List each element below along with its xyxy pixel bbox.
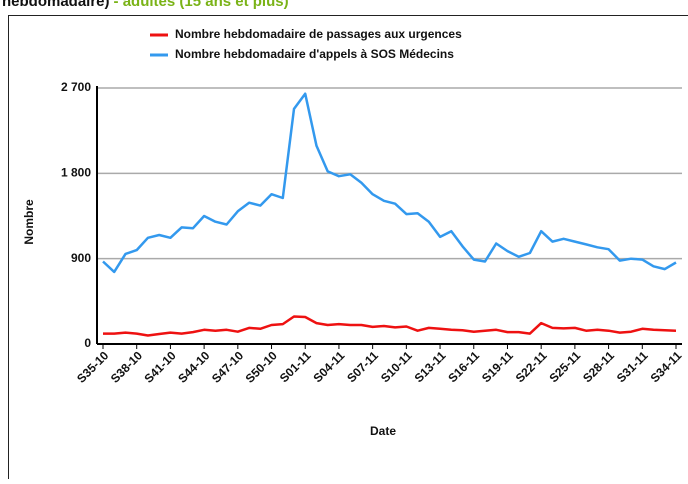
x-tick-label: S04-11	[311, 348, 348, 385]
x-tick-label: S13-11	[412, 348, 449, 385]
title-part: hebdomadaire)	[2, 0, 110, 10]
x-tick-label: S44-10	[175, 348, 212, 385]
x-tick-label: S38-10	[108, 348, 145, 385]
x-tick-label: S01-11	[277, 348, 314, 385]
y-tick-label: 2 700	[61, 80, 91, 94]
y-axis-label: Nombre	[22, 199, 36, 245]
x-tick-label: S41-10	[142, 348, 179, 385]
x-tick-label: S16-11	[445, 348, 482, 385]
x-axis-label: Date	[370, 424, 396, 438]
series-line	[103, 317, 676, 336]
x-tick-label: S35-10	[74, 348, 111, 385]
legend-label: Nombre hebdomadaire d'appels à SOS Médec…	[175, 47, 454, 61]
x-tick-label: S10-11	[378, 348, 415, 385]
y-tick-label: 900	[71, 251, 91, 265]
x-tick-label: S47-10	[209, 348, 246, 385]
x-tick-label: S50-10	[243, 348, 280, 385]
x-tick-label: S22-11	[513, 348, 550, 385]
x-tick-label: S28-11	[580, 348, 617, 385]
chart-title: hebdomadaire) - adultes (15 ans et plus)	[2, 0, 289, 10]
x-tick-label: S19-11	[479, 348, 516, 385]
x-tick-label: S31-11	[614, 348, 651, 385]
x-tick-label: S25-11	[546, 348, 583, 385]
y-tick-label: 1 800	[61, 166, 91, 180]
frame	[9, 16, 688, 480]
x-tick-label: S34-11	[648, 348, 685, 385]
series-line	[103, 94, 676, 272]
x-tick-label: S07-11	[344, 348, 381, 385]
subtitle-part: - adultes (15 ans et plus)	[114, 0, 289, 10]
legend-label: Nombre hebdomadaire de passages aux urge…	[175, 27, 462, 41]
y-tick-label: 0	[84, 336, 91, 350]
